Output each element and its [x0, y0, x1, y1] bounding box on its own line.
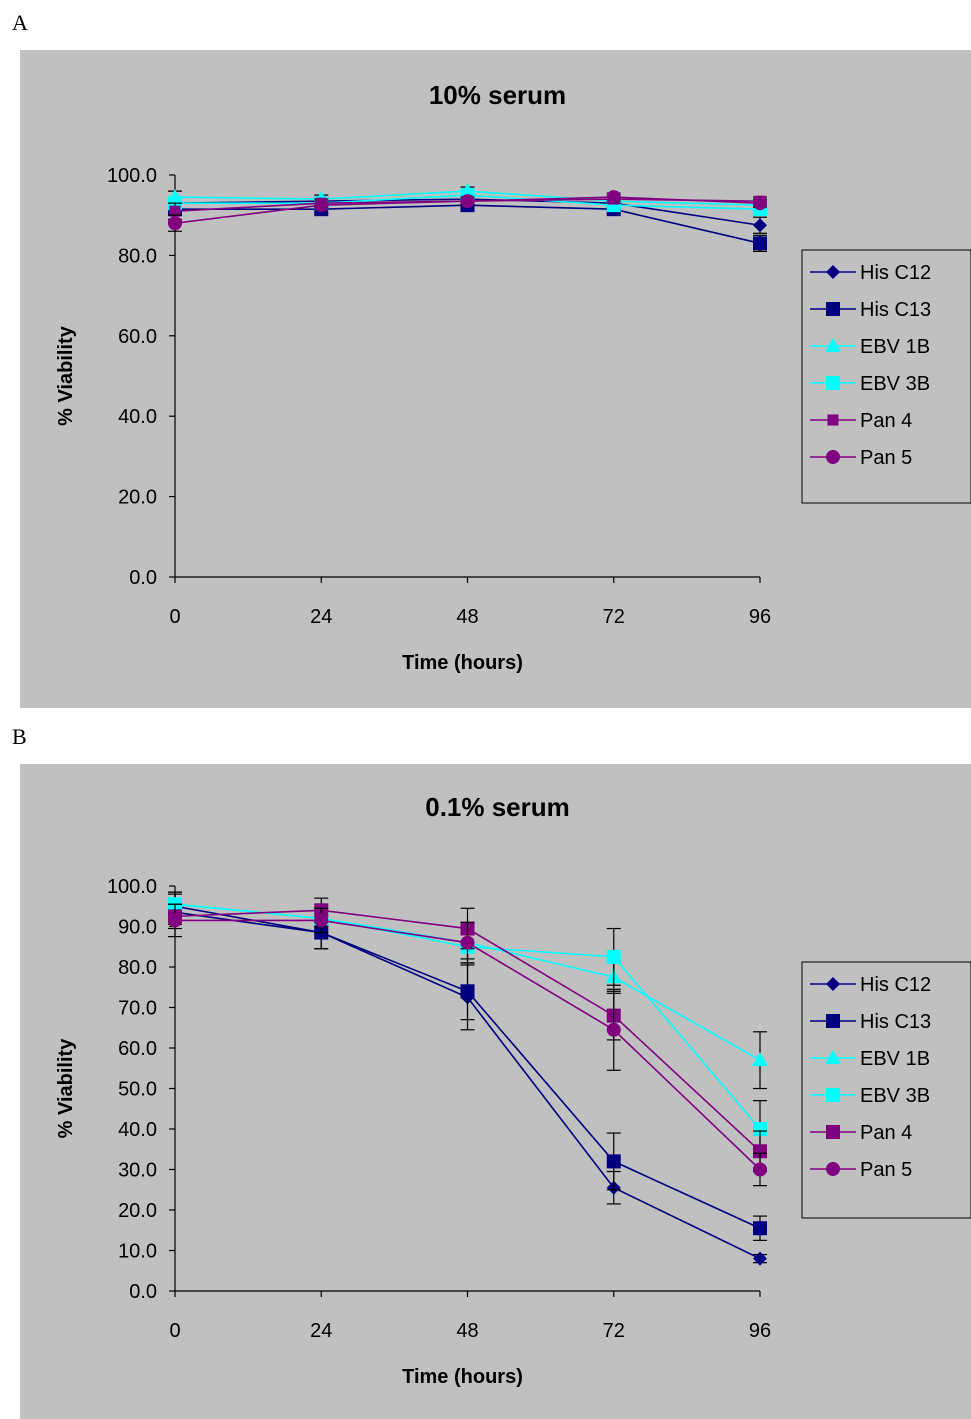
legend-marker [826, 450, 840, 464]
legend-marker [826, 265, 840, 279]
legend-item-his-c13: His C13 [810, 299, 931, 321]
legend-label: EBV 1B [860, 1048, 930, 1070]
data-point [460, 194, 475, 209]
legend-marker [826, 1014, 840, 1028]
x-axis-title: Time (hours) [402, 1366, 523, 1388]
legend-marker [825, 1050, 841, 1064]
x-tick-label: 72 [603, 1320, 625, 1342]
legend-item-his-c13: His C13 [810, 1011, 931, 1033]
y-tick-label: 0.0 [129, 567, 157, 589]
legend-marker [826, 376, 840, 390]
legend-item-pan-5: Pan 5 [810, 447, 912, 469]
x-tick-label: 0 [169, 606, 180, 628]
data-point [753, 1162, 767, 1177]
legend-label: EBV 3B [860, 1085, 930, 1107]
legend-item-pan-4: Pan 4 [810, 410, 912, 432]
panel-label-a: A [12, 10, 28, 35]
y-tick-label: 100.0 [107, 876, 157, 898]
legend-label: Pan 5 [860, 447, 912, 469]
legend-marker [826, 977, 840, 991]
legend-label: Pan 5 [860, 1159, 912, 1181]
y-tick-label: 80.0 [118, 957, 157, 979]
data-point [753, 1221, 767, 1236]
y-tick-label: 10.0 [118, 1241, 157, 1263]
y-tick-label: 50.0 [118, 1079, 157, 1101]
data-point [753, 1251, 767, 1266]
y-axis-title: % Viability [55, 1038, 77, 1139]
legend-marker [825, 338, 841, 352]
legend-item-pan-5: Pan 5 [810, 1159, 912, 1181]
series-his-c13 [168, 899, 767, 1241]
x-tick-label: 72 [603, 606, 625, 628]
panel-label-b: B [12, 724, 27, 749]
y-tick-label: 20.0 [118, 1200, 157, 1222]
y-tick-label: 70.0 [118, 998, 157, 1020]
legend-marker [826, 1125, 840, 1139]
legend-item-ebv-1b: EBV 1B [810, 1048, 930, 1070]
legend-label: His C13 [860, 1011, 931, 1033]
x-tick-label: 0 [169, 1320, 180, 1342]
legend-marker [826, 302, 840, 316]
legend-label: Pan 4 [860, 410, 912, 432]
data-point [314, 198, 329, 213]
legend-item-ebv-3b: EBV 3B [810, 1085, 930, 1107]
legend-label: EBV 3B [860, 373, 930, 395]
data-point [753, 1122, 767, 1136]
data-point [460, 984, 475, 999]
y-tick-label: 0.0 [129, 1281, 157, 1303]
y-tick-label: 60.0 [118, 326, 157, 348]
data-point [606, 190, 621, 205]
legend-item-pan-4: Pan 4 [810, 1122, 912, 1144]
x-tick-label: 24 [310, 1320, 332, 1342]
data-point [314, 913, 329, 928]
y-tick-label: 40.0 [118, 1119, 157, 1141]
chart-10-serum: 10% serum 0.0 20.0 40.0 60.0 80.0 100.0 0 24 48 72… [20, 50, 971, 708]
data-point [169, 205, 181, 217]
y-axis-title: % Viability [55, 325, 77, 426]
legend-label: His C13 [860, 299, 931, 321]
data-point [753, 196, 767, 211]
y-tick-label: 20.0 [118, 487, 157, 509]
data-point [753, 1144, 767, 1159]
data-point [606, 1154, 621, 1169]
data-point [606, 1022, 621, 1037]
legend-marker [827, 414, 839, 426]
x-tick-label: 24 [310, 606, 332, 628]
chart-title: 0.1% serum [425, 792, 570, 822]
legend-label: EBV 1B [860, 336, 930, 358]
legend-item-his-c12: His C12 [810, 974, 931, 996]
legend-item-ebv-1b: EBV 1B [810, 336, 930, 358]
x-tick-label: 96 [749, 606, 771, 628]
data-point [168, 216, 182, 231]
data-point [460, 935, 475, 950]
x-axis-title: Time (hours) [402, 652, 523, 674]
y-tick-label: 40.0 [118, 406, 157, 428]
data-point [753, 218, 767, 233]
series-pan-5 [168, 903, 767, 1187]
y-tick-label: 30.0 [118, 1160, 157, 1182]
chart-title: 10% serum [429, 80, 566, 110]
legend-label: His C12 [860, 262, 931, 284]
y-tick-label: 90.0 [118, 917, 157, 939]
legend-label: His C12 [860, 974, 931, 996]
legend-label: Pan 4 [860, 1122, 912, 1144]
x-tick-label: 48 [456, 606, 478, 628]
y-tick-label: 60.0 [118, 1038, 157, 1060]
data-point [168, 913, 182, 928]
x-tick-label: 48 [456, 1320, 478, 1342]
legend-marker [826, 1088, 840, 1102]
x-tick-label: 96 [749, 1320, 771, 1342]
y-tick-label: 100.0 [107, 165, 157, 187]
data-point [753, 236, 767, 251]
y-tick-label: 80.0 [118, 245, 157, 267]
legend-marker [826, 1162, 840, 1176]
chart-0-1-serum: 0.1% serum 0.0 10.0 20.0 30.0 40.0 50.0 60.0 70.… [20, 764, 971, 1419]
data-point [606, 949, 621, 964]
data-point [752, 1052, 768, 1067]
legend-item-his-c12: His C12 [810, 262, 931, 284]
series-pan-5 [168, 190, 767, 232]
legend-item-ebv-3b: EBV 3B [810, 373, 930, 395]
